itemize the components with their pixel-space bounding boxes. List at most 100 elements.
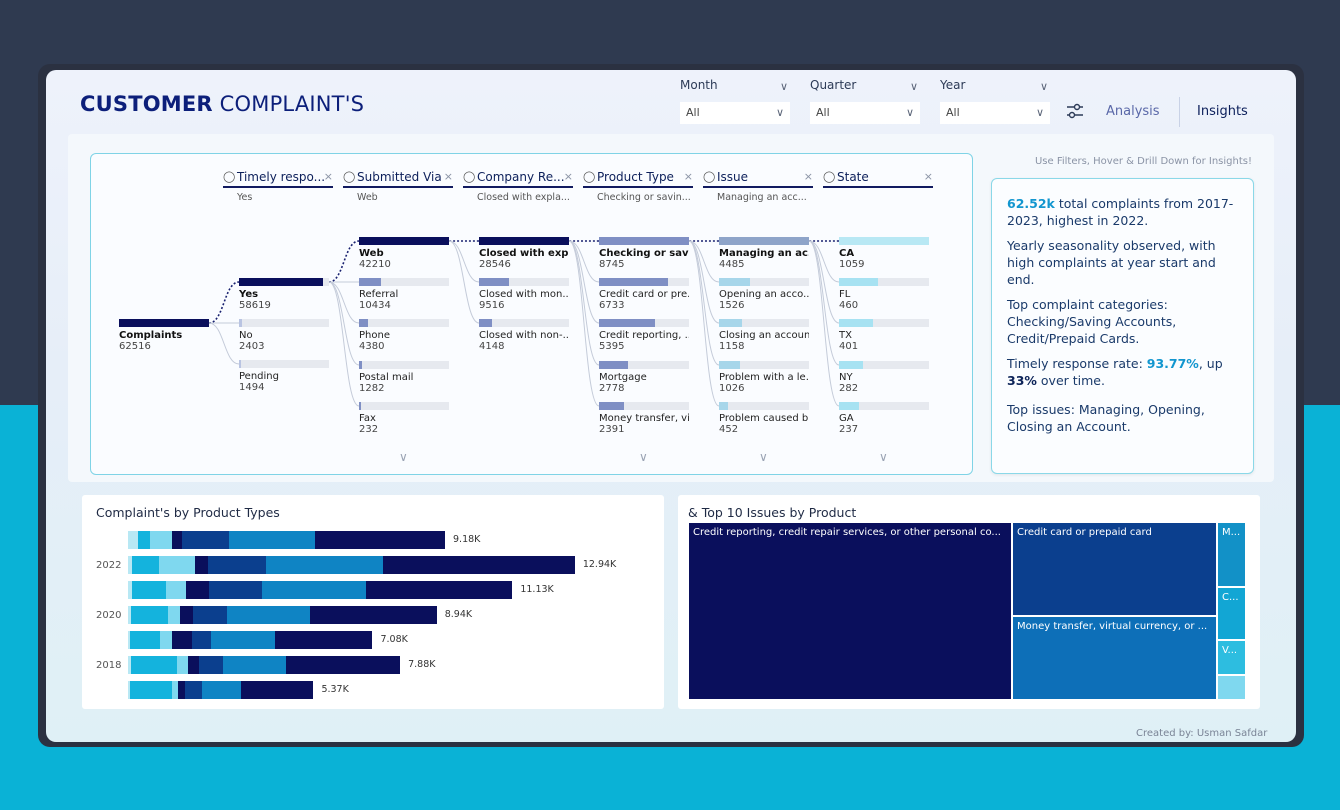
bar-segment[interactable] [180,606,193,624]
bar-segment[interactable] [366,581,513,599]
bar-segment[interactable] [128,631,131,649]
bar-segment[interactable] [285,656,401,674]
tree-column-header[interactable]: ◯ Submitted Via × Web [343,170,453,203]
tree-column-header[interactable]: ◯ Issue × Managing an acc... [703,170,813,203]
tree-node[interactable]: Web 42210 [359,237,449,270]
tree-column-header[interactable]: ◯ Company Re... × Closed with expla... [463,170,573,203]
tree-node[interactable]: Referral 10434 [359,278,449,311]
tree-node[interactable]: Problem with a le... 1026 [719,361,809,394]
bar-row[interactable] [128,556,575,574]
bar-segment[interactable] [185,581,209,599]
tree-node[interactable]: Problem caused b... 452 [719,402,809,435]
bar-segment[interactable] [130,631,160,649]
tree-column-header[interactable]: ◯ Timely respo... × Yes [223,170,333,203]
bar-segment[interactable] [274,631,373,649]
bar-segment[interactable] [159,631,172,649]
bar-segment[interactable] [241,681,314,699]
bar-segment[interactable] [166,581,186,599]
bar-segment[interactable] [223,656,286,674]
bar-segment[interactable] [198,656,224,674]
tree-node[interactable]: Phone 4380 [359,319,449,352]
close-icon[interactable]: × [563,170,573,183]
chevron-down-icon[interactable]: ∨ [759,450,768,464]
tree-node[interactable]: Mortgage 2778 [599,361,689,394]
bar-segment[interactable] [181,531,230,549]
treemap-tile[interactable]: Credit card or prepaid card [1012,522,1217,616]
tree-node[interactable]: Complaints 62516 [119,319,209,352]
close-icon[interactable]: × [683,170,693,183]
bar-segment[interactable] [131,581,167,599]
treemap-tile[interactable]: C... [1217,587,1246,640]
bar-segment[interactable] [176,656,188,674]
bar-segment[interactable] [185,681,203,699]
close-icon[interactable]: × [443,170,453,183]
tree-node[interactable]: GA 237 [839,402,929,435]
bar-row[interactable] [128,606,437,624]
bar-segment[interactable] [128,556,133,574]
close-icon[interactable]: × [923,170,933,183]
bar-segment[interactable] [187,656,199,674]
year-select[interactable]: All ∨ [940,102,1050,124]
bar-segment[interactable] [128,581,132,599]
tree-node[interactable]: Closed with non-... 4148 [479,319,569,352]
chevron-down-icon[interactable]: ∨ [879,450,888,464]
tree-column-header[interactable]: ◯ State × [823,170,933,192]
bar-segment[interactable] [131,606,169,624]
tree-node[interactable]: Credit reporting, ... 5395 [599,319,689,352]
tree-node[interactable]: NY 282 [839,361,929,394]
bar-segment[interactable] [211,631,275,649]
bar-segment[interactable] [226,606,311,624]
nav-analysis[interactable]: Analysis [1106,104,1160,119]
nav-insights[interactable]: Insights [1197,104,1248,119]
tree-node[interactable]: Pending 1494 [239,360,329,393]
bar-segment[interactable] [310,606,437,624]
bar-segment[interactable] [191,631,212,649]
tree-node[interactable]: Closed with mon... 9516 [479,278,569,311]
bar-segment[interactable] [168,606,181,624]
tree-node[interactable]: FL 460 [839,278,929,311]
bar-segment[interactable] [171,631,192,649]
tree-node[interactable]: Fax 232 [359,402,449,435]
bar-segment[interactable] [194,556,209,574]
bar-segment[interactable] [130,656,177,674]
bar-segment[interactable] [266,556,383,574]
bar-segment[interactable] [208,556,267,574]
quarter-select[interactable]: All ∨ [810,102,920,124]
bar-segment[interactable] [314,531,445,549]
tree-node[interactable]: Opening an acco... 1526 [719,278,809,311]
bar-segment[interactable] [150,531,173,549]
bar-segment[interactable] [128,681,130,699]
close-icon[interactable]: × [803,170,813,183]
bar-row[interactable] [128,531,445,549]
bar-segment[interactable] [128,656,131,674]
bar-segment[interactable] [262,581,367,599]
tree-node[interactable]: CA 1059 [839,237,929,270]
bar-segment[interactable] [128,606,132,624]
decomposition-tree[interactable]: ◯ Timely respo... × Yes ◯ Submitted Via × Web ◯ C… [90,153,973,475]
bar-segment[interactable] [172,681,179,699]
tree-node[interactable]: Managing an ac...4485 [719,237,809,270]
bar-segment[interactable] [132,556,160,574]
bar-segment[interactable] [128,531,138,549]
bar-row[interactable] [128,656,401,674]
bar-segment[interactable] [129,681,173,699]
treemap-tile[interactable]: Money transfer, virtual currency, or ... [1012,616,1217,700]
bar-row[interactable] [128,581,513,599]
bar-segment[interactable] [192,606,227,624]
treemap-tile[interactable]: V... [1217,640,1246,675]
bar-segment[interactable] [382,556,575,574]
tree-node[interactable]: Credit card or pre... 6733 [599,278,689,311]
tree-node[interactable]: Money transfer, vi...2391 [599,402,689,435]
bar-segment[interactable] [137,531,151,549]
close-icon[interactable]: × [323,170,333,183]
month-select[interactable]: All ∨ [680,102,790,124]
bar-segment[interactable] [208,581,263,599]
chevron-down-icon[interactable]: ∨ [399,450,408,464]
bar-segment[interactable] [159,556,195,574]
tree-node[interactable]: TX 401 [839,319,929,352]
bar-segment[interactable] [172,531,182,549]
tree-node[interactable]: Closing an account 1158 [719,319,809,352]
bar-segment[interactable] [202,681,242,699]
bar-segment[interactable] [178,681,186,699]
treemap-tile[interactable]: M... [1217,522,1246,587]
